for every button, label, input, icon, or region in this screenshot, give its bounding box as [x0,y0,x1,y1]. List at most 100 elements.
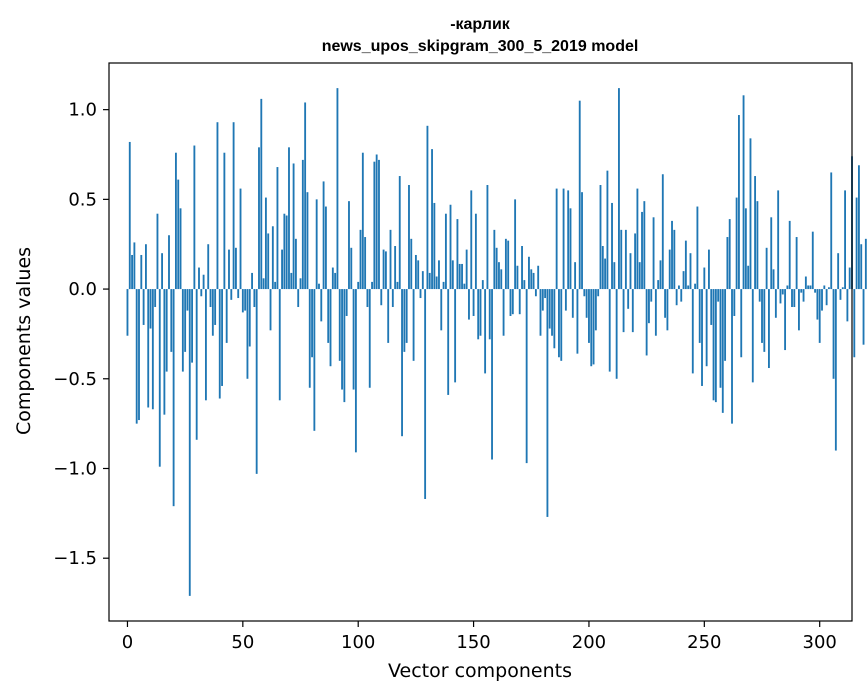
x-tick-label: 100 [341,632,375,653]
bar [581,192,583,290]
bar [830,172,833,290]
bar [763,289,766,352]
bar [221,289,223,386]
bar [230,289,233,300]
bar [281,249,283,290]
bar [818,289,821,343]
bar [611,202,613,290]
bar [417,260,420,290]
bar [537,265,540,290]
bar [421,271,424,290]
bar [846,289,849,322]
bar [751,289,754,383]
bar [138,289,140,421]
bar [202,274,205,290]
x-axis-label: Vector components [388,660,572,682]
y-axis-label: Components values [13,247,35,435]
x-tick-label: 50 [231,632,254,653]
bar [359,229,362,290]
bar [821,289,823,311]
bar [848,267,851,290]
bar [207,244,210,290]
bar [188,289,191,596]
bar [802,289,805,302]
bar [225,289,228,343]
bar [525,289,528,464]
y-tick-label: 0.5 [68,189,97,210]
bar [839,289,842,300]
bar [636,188,639,290]
bar [673,229,676,290]
bar [858,165,860,290]
bar [530,269,533,290]
bar [320,289,323,322]
bar [322,181,325,290]
bar [163,289,166,415]
bar [244,289,247,311]
bar [306,192,309,290]
bar [671,220,673,290]
bar [832,289,835,379]
bar [518,289,521,315]
bar [440,289,443,331]
bar [338,289,341,361]
bar [283,213,286,290]
bar [731,289,733,424]
bar [558,289,560,358]
bar [373,161,376,290]
bar [795,237,798,290]
bar [324,206,327,290]
bar [627,289,630,309]
bar [514,199,517,290]
bar [444,213,447,290]
bar [788,220,791,290]
bar [546,289,549,517]
bar [366,289,369,308]
bar [398,176,401,290]
bar [371,281,373,290]
bar [521,246,523,290]
bar [161,253,163,290]
y-tick-label: −1.0 [53,458,97,479]
bar [428,272,431,290]
bar [216,122,219,290]
bar [458,263,461,290]
bar [726,237,729,290]
bar [154,289,157,308]
bar [334,272,337,290]
bar [435,276,438,290]
bar [491,289,493,460]
bar [717,289,720,302]
bar [507,240,510,290]
bar [255,289,258,474]
bar [761,289,763,343]
x-tick-label: 0 [122,632,133,653]
bar [675,289,678,306]
bar [844,190,846,290]
bar [258,147,260,290]
bar [414,254,417,290]
bar [451,260,454,290]
bar [239,188,242,290]
bar [484,289,487,374]
bar [784,289,787,351]
bar [567,190,570,290]
bar [509,289,512,316]
bar [768,289,770,369]
bar [331,267,334,290]
bar [131,254,133,290]
bar [615,289,618,379]
bar [375,154,378,290]
bar [659,260,662,290]
bar [774,289,777,318]
bar [502,289,505,336]
bar [841,287,844,290]
bar [756,201,759,290]
bar [684,240,687,290]
bar [241,289,244,313]
bar [274,281,277,290]
bar [678,285,680,290]
bar [654,289,657,336]
bar [218,289,221,399]
